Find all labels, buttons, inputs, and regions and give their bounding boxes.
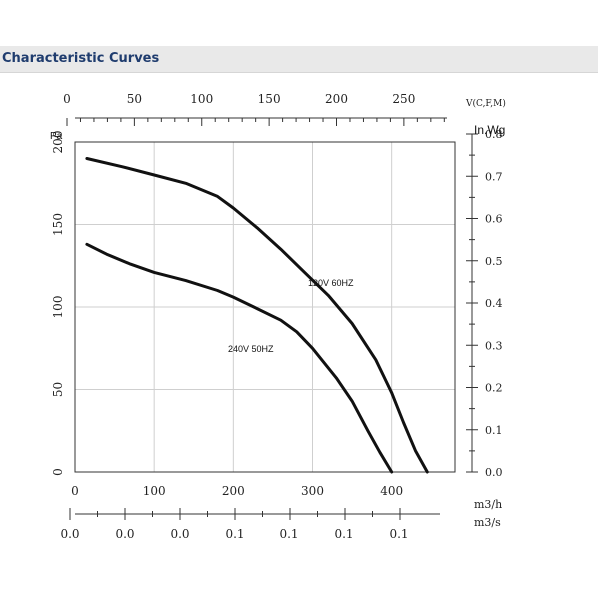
right-tick-label: 0.2 (485, 382, 503, 395)
y-tick-label: 200 (51, 131, 65, 154)
x-axis2-label: m3/s (474, 516, 501, 529)
top-tick-label: 100 (190, 92, 213, 106)
bottom-axis2-tick-label: 0.1 (389, 527, 408, 541)
top-tick-label: 0 (63, 92, 71, 106)
x-axis-label: m3/h (474, 498, 502, 511)
bottom-axis2-tick-label: 0.0 (115, 527, 134, 541)
right-tick-label: 0.8 (485, 128, 503, 141)
right-tick-label: 0.3 (485, 339, 503, 352)
y-tick-label: 0 (51, 468, 65, 476)
bottom-axis2-tick-label: 0.0 (60, 527, 79, 541)
series-layer: 120V 60HZ 240V 50HZ (85, 157, 429, 474)
plot-grid (75, 142, 455, 472)
right-axis-label: In.Wg (474, 123, 505, 137)
right-tick-label: 0.4 (485, 297, 503, 310)
top-tick-label: 250 (392, 92, 415, 106)
y-tick-label: 150 (51, 213, 65, 236)
series-line-120v-60hz (85, 157, 429, 474)
plot-frame (74, 141, 456, 473)
y-axis-label: Pa (50, 131, 63, 142)
x-tick-label: 100 (143, 484, 166, 498)
axes: 0 100 200 300 400 0 50 100 150 200 0 50 100 150 200 250… (51, 92, 503, 541)
right-tick-label: 0.7 (485, 170, 503, 183)
bottom-axis2-tick-label: 0.1 (334, 527, 353, 541)
top-axis-label: V(C,F,M) (465, 98, 506, 109)
series-label-240v-50hz: 240V 50HZ (228, 344, 274, 354)
right-tick-label: 0.5 (485, 255, 503, 268)
x-tick-label: 0 (71, 484, 79, 498)
series-label-120v-60hz: 120V 60HZ (308, 278, 354, 288)
right-tick-label: 0.0 (485, 466, 503, 479)
y-tick-label: 100 (51, 296, 65, 319)
x-tick-label: 300 (301, 484, 324, 498)
series-line-240v-50hz (85, 242, 394, 474)
top-tick-label: 200 (325, 92, 348, 106)
top-tick-label: 150 (258, 92, 281, 106)
section-title: Characteristic Curves (2, 51, 160, 66)
bottom-axis2-tick-label: 0.1 (225, 527, 244, 541)
x-tick-label: 400 (380, 484, 403, 498)
bottom-axis2-tick-label: 0.0 (170, 527, 189, 541)
right-tick-label: 0.6 (485, 213, 503, 226)
bottom-axis2-tick-label: 0.1 (279, 527, 298, 541)
plot-border (74, 141, 456, 473)
right-tick-label: 0.1 (485, 424, 503, 437)
section-header: Characteristic Curves (0, 46, 598, 73)
y-tick-label: 50 (51, 382, 65, 397)
x-tick-label: 200 (222, 484, 245, 498)
top-tick-label: 50 (127, 92, 142, 106)
